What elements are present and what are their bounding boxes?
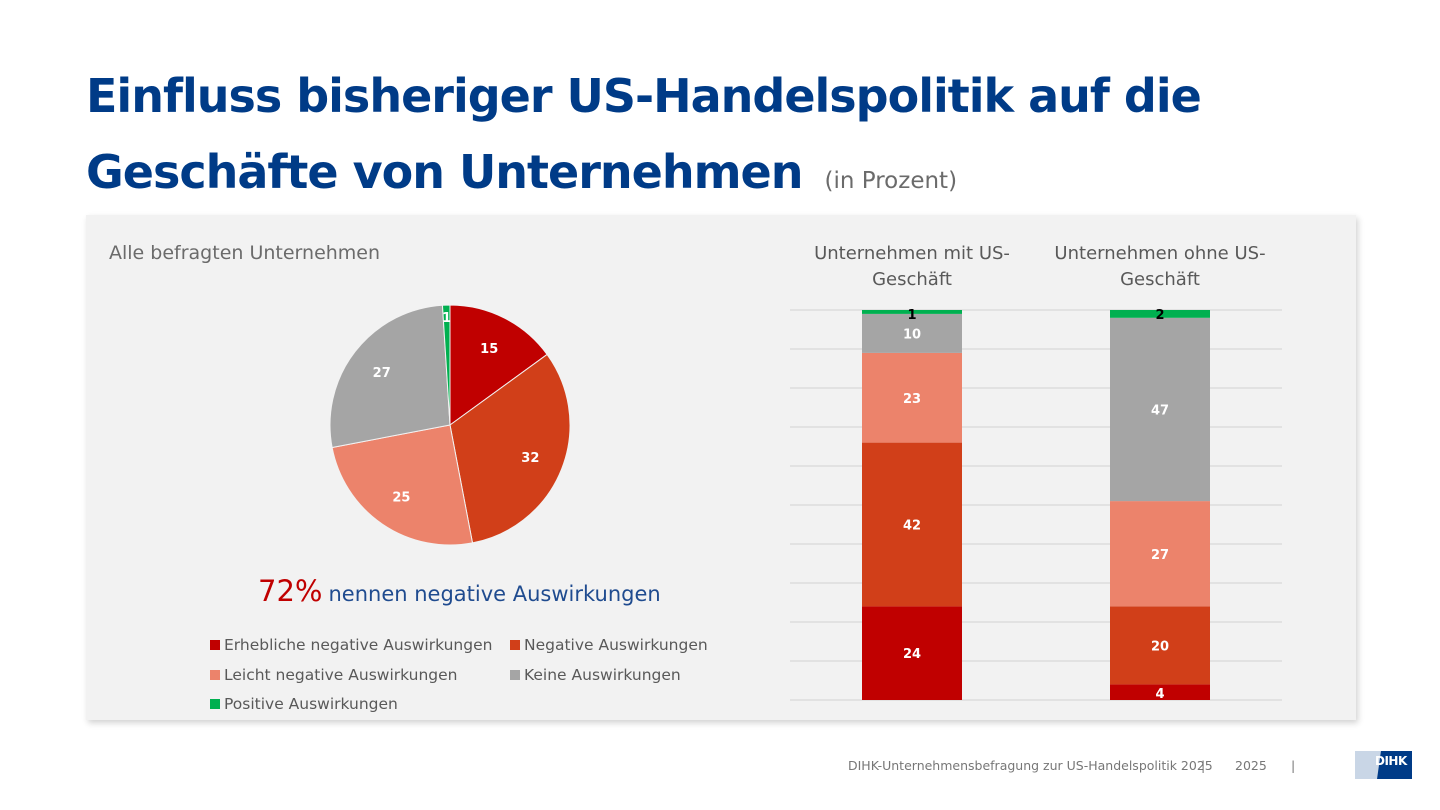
legend-item-positiv: Positive Auswirkungen	[210, 695, 398, 713]
title-line-2: Geschäfte von Unternehmen (in Prozent)	[86, 134, 1286, 219]
pie-label-negativ: 32	[521, 451, 539, 466]
legend-label: Erhebliche negative Auswirkungen	[224, 636, 493, 654]
title-line-2-text: Geschäfte von Unternehmen	[86, 145, 804, 199]
legend-label: Leicht negative Auswirkungen	[224, 666, 458, 684]
bar-label-keine: 10	[903, 327, 921, 342]
pie-slice-negativ	[449, 353, 571, 544]
bar-title-mit-us: Unternehmen mit US- Geschäft	[782, 241, 1042, 293]
bar-label-negativ: 42	[903, 519, 921, 534]
headline: 72% nennen negative Auswirkungen	[258, 574, 661, 608]
title-line-1: Einfluss bisheriger US-Handelspolitik au…	[86, 69, 1202, 123]
bar-segment-keine	[1110, 317, 1210, 502]
pie-chart-label: Alle befragten Unternehmen	[109, 242, 381, 264]
bar-title-line: Unternehmen mit US-	[814, 243, 1010, 264]
bar-segment-positiv	[862, 310, 962, 314]
bar-label-leicht: 23	[903, 392, 921, 407]
pie-chart: 15 32 25 27 1	[329, 304, 571, 546]
legend-item-negativ: Negative Auswirkungen	[510, 636, 708, 654]
bar-label-erheblich: 24	[903, 647, 921, 662]
legend-swatch	[210, 699, 220, 709]
bar-label-erheblich: 4	[1155, 687, 1164, 702]
bar-title-line: Unternehmen ohne US-	[1054, 243, 1266, 264]
pie-slice-keine	[329, 304, 451, 449]
unit-note: (in Prozent)	[824, 168, 958, 194]
bar-label-leicht: 27	[1151, 548, 1169, 563]
bar-segment-leicht	[862, 352, 962, 443]
bar-segment-positiv	[1110, 310, 1210, 318]
legend-item-keine: Keine Auswirkungen	[510, 666, 681, 684]
bar-title-line: Geschäft	[872, 269, 952, 290]
dihk-logo: DIHK	[1355, 751, 1412, 779]
pie-slice-erheblich	[449, 304, 548, 426]
bar-segment-keine	[862, 313, 962, 353]
footer-source: DIHK-Unternehmensbefragung zur US-Handel…	[848, 758, 1213, 773]
bar-segment-leicht	[1110, 501, 1210, 607]
bar-segment-erheblich	[1110, 684, 1210, 700]
bar-label-negativ: 20	[1151, 639, 1169, 654]
bar-label-positiv: 2	[1155, 308, 1164, 323]
legend-swatch	[210, 640, 220, 650]
legend-swatch	[210, 670, 220, 680]
legend-swatch	[510, 640, 520, 650]
headline-percent: 72%	[258, 574, 323, 608]
bar-segment-negativ	[1110, 606, 1210, 685]
logo-text: DIHK	[1375, 754, 1407, 768]
bar-label-positiv: 1	[907, 308, 916, 323]
pie-slice-leicht	[331, 424, 474, 546]
bar-label-keine: 47	[1151, 403, 1169, 418]
footer-separator: |	[1291, 758, 1296, 773]
bar-title-ohne-us: Unternehmen ohne US- Geschäft	[1030, 241, 1290, 293]
bar-title-line: Geschäft	[1120, 269, 1200, 290]
legend-swatch	[510, 670, 520, 680]
legend-label: Positive Auswirkungen	[224, 695, 398, 713]
slide-title: Einfluss bisheriger US-Handelspolitik au…	[86, 58, 1286, 219]
footer-separator: |	[1201, 758, 1206, 773]
bar-segment-negativ	[862, 442, 962, 607]
legend-label: Negative Auswirkungen	[524, 636, 708, 654]
pie-label-positiv: 1	[442, 311, 451, 326]
legend-label: Keine Auswirkungen	[524, 666, 681, 684]
pie-slice-positiv	[441, 304, 451, 426]
pie-label-leicht: 25	[392, 490, 410, 505]
stacked-bar-chart: 24 42 23 10 1 4 20 27 47 2	[790, 308, 1282, 702]
bar-segment-erheblich	[862, 606, 962, 700]
legend-item-erheblich: Erhebliche negative Auswirkungen	[210, 636, 492, 654]
pie-label-keine: 27	[373, 366, 391, 381]
pie-label-erheblich: 15	[480, 342, 498, 357]
legend-item-leicht: Leicht negative Auswirkungen	[210, 666, 457, 684]
headline-text: nennen negative Auswirkungen	[328, 582, 661, 606]
footer-year: 2025	[1235, 758, 1267, 773]
